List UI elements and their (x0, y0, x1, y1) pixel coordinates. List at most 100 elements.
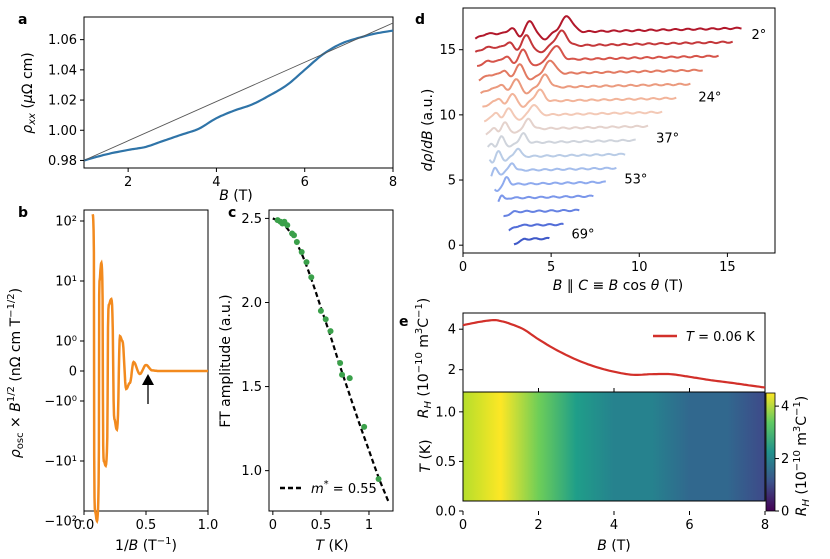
axes-e-bottom-xtick-3-label: 6 (685, 518, 693, 533)
axes-a-yticks: 0.98 1.00 1.02 1.04 1.06 (48, 33, 84, 169)
axes-b-ytick-6-label: −10² (44, 515, 77, 530)
axes-b-xtick-1-label: 0.5 (136, 518, 157, 533)
axes-c-ytick-3-label: 2.5 (241, 212, 262, 227)
colorbar-tick-1-label: 2 (781, 452, 789, 467)
axes-a-ytick-4-label: 1.06 (48, 33, 77, 48)
panel-c: c 1.01.52.02.5 0 0.5 1 m* = 0.55 T (K) FT … (218, 205, 394, 554)
axes-e-bottom-ytick-0-label: 0.0 (435, 505, 456, 520)
axes-e-bottom-yticks: 0.0 0.5 1.0 (435, 405, 463, 520)
axes-c-point-18 (375, 476, 382, 483)
axes-c-point-14 (337, 360, 344, 367)
axes-d-trace-11 (493, 176, 606, 193)
axes-e-bottom-xlabel: B (T) (597, 538, 631, 554)
axes-e-bottom-ytick-2-label: 1.0 (435, 405, 456, 420)
axes-e-heatmap-fill (463, 392, 765, 501)
axes-c-point-15 (339, 371, 346, 378)
axes-b-ytick-2-label: 10⁰ (55, 335, 77, 350)
colorbar-tick-0-label: 0 (781, 505, 789, 520)
axes-e-bottom-frame (462, 391, 766, 502)
axes-b-ytick-0-label: 10² (55, 215, 77, 230)
axes-b-arrow-head (142, 374, 154, 385)
axes-d-angle-label-4: 69° (571, 227, 594, 242)
axes-d-trace-9 (488, 147, 626, 164)
axes-a-xtick-3-label: 8 (389, 175, 397, 190)
axes-e-bottom-xtick-4-label: 8 (761, 518, 769, 533)
axes-d-lines (474, 15, 742, 246)
axes-b-lines (91, 213, 208, 524)
axes-d-yticks: 0 5 10 15 (439, 43, 463, 254)
axes-c-ytick-0-label: 1.0 (241, 464, 262, 479)
panel-label-b: b (18, 205, 28, 221)
axes-c-xtick-0-label: 0 (269, 518, 277, 533)
axes-d-trace-2 (476, 45, 719, 67)
axes-b-data-line (91, 213, 208, 524)
axes-e-legend-label: T = 0.06 K (686, 330, 755, 345)
axes-c-legend-label: m* = 0.55 (311, 479, 377, 497)
axes-d-xtick-2-label: 10 (631, 260, 648, 275)
axes-e-top-ytick-0-label: 2 (448, 363, 456, 378)
axes-e-top-line (462, 319, 766, 389)
axes-c-fit-line (272, 217, 390, 502)
axes-a-ytick-1-label: 1.00 (48, 124, 77, 139)
axes-e-top-frame (462, 312, 766, 393)
axes-d-angle-labels: 2° 24° 37° 53° 69° (571, 28, 766, 242)
axes-a-frame (83, 16, 394, 169)
axes-c-point-8 (298, 249, 305, 256)
axes-c-point-11 (317, 307, 324, 314)
axes-c-point-10 (308, 274, 315, 281)
axes-e-bottom-xtick-0-label: 0 (459, 518, 467, 533)
axes-c-point-9 (303, 259, 310, 266)
axes-e-bottom-ytick-1-label: 0.5 (435, 455, 456, 470)
axes-c-point-17 (361, 423, 368, 430)
axes-c-xticks: 0 0.5 1 (269, 511, 373, 533)
axes-c-point-7 (293, 238, 300, 245)
axes-e-bottom-ylabel: T (K) (418, 439, 434, 472)
axes-a-ylabel: ρxx (μΩ cm) (20, 52, 38, 134)
axes-b-xtick-2-label: 1.0 (198, 518, 219, 533)
colorbar (765, 392, 776, 512)
axes-d-ytick-3-label: 15 (439, 43, 456, 58)
axes-e-bottom-xtick-1-label: 2 (534, 518, 542, 533)
axes-a-xlabel: B (T) (219, 188, 253, 204)
axes-d-angle-label-1: 24° (698, 91, 721, 106)
axes-a-data-line (83, 29, 394, 162)
axes-d-ytick-1-label: 5 (448, 174, 456, 189)
axes-a-xtick-1-label: 4 (212, 175, 220, 190)
axes-d-trace-1 (474, 29, 734, 54)
axes-d-ytick-2-label: 10 (439, 108, 456, 123)
axes-b-ytick-4-label: −10⁰ (44, 395, 77, 410)
axes-c-xtick-1-label: 0.5 (311, 518, 332, 533)
axes-d-trace-8 (486, 132, 636, 148)
axes-e-heatmap (463, 392, 765, 501)
axes-d-ylabel: dρ/dB (a.u.) (420, 89, 436, 172)
axes-b-xticks: 0.0 0.5 1.0 (74, 511, 219, 533)
axes-d-xtick-3-label: 15 (719, 260, 736, 275)
axes-d-ytick-0-label: 0 (448, 239, 456, 254)
axes-b-xlabel: 1/B (T−1) (115, 536, 177, 554)
axes-a-ytick-2-label: 1.02 (48, 94, 77, 109)
axes-b-ylabel: ρosc × B1/2 (nΩ cm T−1/2) (6, 288, 26, 458)
axes-a-lines (83, 22, 394, 162)
panel-label-e: e (399, 314, 409, 330)
axes-d-trace-3 (478, 59, 703, 82)
axes-d-trace-0 (474, 15, 742, 41)
axes-d-trace-10 (490, 162, 617, 177)
axes-d-trace-6 (483, 103, 663, 123)
panel-label-c: c (228, 205, 236, 221)
panel-e: e 24 T = 0.06 K RH (10−10 m3C−1) 0.00.51… (399, 298, 812, 554)
axes-e-bottom-xticks: 0 2 4 6 8 (459, 511, 769, 533)
axes-d-trace-4 (480, 73, 691, 95)
panel-label-d: d (415, 12, 425, 28)
axes-d-trace-14 (508, 222, 564, 232)
axes-b-ytick-5-label: −10¹ (44, 455, 77, 470)
panel-label-a: a (18, 12, 27, 28)
axes-e-bottom-xtick-2-label: 4 (610, 518, 618, 533)
panel-b: b 10² 10¹ 10⁰ 0 −10⁰ −10¹ −10² 0.0 0.5 1.0 1/B (… (6, 205, 218, 554)
axes-a-xtick-2-label: 6 (301, 175, 309, 190)
axes-c-xlabel: T (K) (315, 538, 348, 554)
axes-d-angle-label-0: 2° (752, 28, 767, 43)
axes-d-frame (462, 7, 776, 254)
axes-d-xlabel: B ∥ C ≡ B cos θ (T) (553, 278, 684, 294)
axes-b-ytick-3-label: 0 (69, 365, 77, 380)
